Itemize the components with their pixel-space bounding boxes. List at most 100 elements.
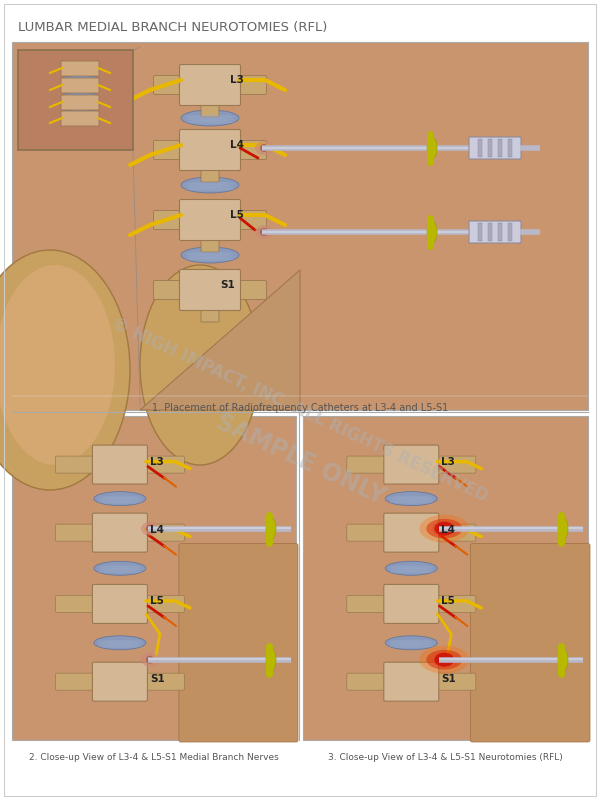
Ellipse shape bbox=[140, 265, 260, 465]
Ellipse shape bbox=[98, 496, 142, 499]
Ellipse shape bbox=[389, 642, 433, 646]
Ellipse shape bbox=[62, 110, 98, 117]
Circle shape bbox=[437, 656, 445, 664]
Circle shape bbox=[437, 525, 445, 533]
Ellipse shape bbox=[185, 182, 235, 186]
FancyBboxPatch shape bbox=[179, 65, 241, 106]
Ellipse shape bbox=[432, 653, 450, 666]
FancyBboxPatch shape bbox=[179, 199, 241, 241]
Text: 2. Close-up View of L3-4 & L5-S1 Medial Branch Nerves: 2. Close-up View of L3-4 & L5-S1 Medial … bbox=[29, 754, 279, 762]
Ellipse shape bbox=[98, 568, 142, 571]
Ellipse shape bbox=[0, 250, 130, 490]
Ellipse shape bbox=[389, 645, 433, 648]
Circle shape bbox=[146, 525, 154, 533]
Text: L3: L3 bbox=[150, 457, 164, 466]
Circle shape bbox=[260, 144, 268, 152]
Bar bbox=[18, 50, 133, 150]
FancyBboxPatch shape bbox=[201, 236, 219, 252]
Ellipse shape bbox=[385, 562, 437, 575]
Ellipse shape bbox=[255, 141, 273, 155]
Text: S1: S1 bbox=[220, 280, 235, 290]
FancyBboxPatch shape bbox=[431, 524, 476, 541]
Ellipse shape bbox=[94, 492, 146, 506]
Bar bbox=[508, 223, 512, 241]
Ellipse shape bbox=[185, 257, 235, 261]
Ellipse shape bbox=[385, 636, 437, 650]
Ellipse shape bbox=[185, 184, 235, 188]
FancyBboxPatch shape bbox=[384, 585, 439, 623]
FancyBboxPatch shape bbox=[384, 445, 439, 484]
Ellipse shape bbox=[181, 177, 239, 193]
Text: © HIGH IMPACT, INC. ALL RIGHTS RESERVED: © HIGH IMPACT, INC. ALL RIGHTS RESERVED bbox=[109, 314, 491, 506]
FancyBboxPatch shape bbox=[61, 95, 99, 110]
Circle shape bbox=[260, 228, 268, 236]
Ellipse shape bbox=[419, 646, 469, 674]
FancyBboxPatch shape bbox=[154, 210, 199, 230]
FancyBboxPatch shape bbox=[139, 673, 184, 690]
FancyBboxPatch shape bbox=[92, 585, 148, 623]
FancyBboxPatch shape bbox=[179, 270, 241, 310]
Ellipse shape bbox=[389, 496, 433, 499]
Text: 1. Placement of Radiofrequency Catheters at L3-4 and L5-S1: 1. Placement of Radiofrequency Catheters… bbox=[152, 403, 448, 413]
FancyBboxPatch shape bbox=[55, 595, 100, 613]
Text: L4: L4 bbox=[442, 525, 455, 534]
FancyBboxPatch shape bbox=[221, 141, 266, 159]
Text: SAMPLE ONLY: SAMPLE ONLY bbox=[212, 410, 388, 510]
Ellipse shape bbox=[426, 519, 463, 538]
Ellipse shape bbox=[141, 522, 159, 536]
FancyBboxPatch shape bbox=[55, 673, 100, 690]
Bar bbox=[303, 416, 588, 740]
Ellipse shape bbox=[185, 118, 235, 122]
Ellipse shape bbox=[385, 492, 437, 506]
Ellipse shape bbox=[389, 500, 433, 504]
FancyBboxPatch shape bbox=[221, 210, 266, 230]
Bar bbox=[498, 223, 502, 241]
FancyBboxPatch shape bbox=[469, 221, 521, 243]
Ellipse shape bbox=[185, 254, 235, 258]
FancyBboxPatch shape bbox=[179, 544, 298, 742]
Ellipse shape bbox=[94, 636, 146, 650]
Ellipse shape bbox=[98, 566, 142, 569]
Ellipse shape bbox=[255, 225, 273, 239]
Ellipse shape bbox=[94, 562, 146, 575]
Ellipse shape bbox=[558, 649, 568, 670]
Text: L5: L5 bbox=[230, 210, 244, 220]
Ellipse shape bbox=[185, 114, 235, 118]
Text: L3: L3 bbox=[230, 75, 244, 85]
Bar bbox=[488, 139, 492, 157]
Ellipse shape bbox=[98, 500, 142, 504]
Bar bbox=[508, 139, 512, 157]
Text: S1: S1 bbox=[150, 674, 164, 684]
Ellipse shape bbox=[62, 93, 98, 99]
Text: L5: L5 bbox=[442, 596, 455, 606]
Polygon shape bbox=[140, 270, 300, 410]
Ellipse shape bbox=[389, 640, 433, 643]
Ellipse shape bbox=[389, 568, 433, 571]
Ellipse shape bbox=[98, 642, 142, 646]
FancyBboxPatch shape bbox=[139, 524, 184, 541]
FancyBboxPatch shape bbox=[201, 306, 219, 322]
Ellipse shape bbox=[98, 640, 142, 643]
FancyBboxPatch shape bbox=[201, 101, 219, 117]
FancyBboxPatch shape bbox=[347, 595, 392, 613]
Bar bbox=[498, 139, 502, 157]
Ellipse shape bbox=[141, 653, 159, 666]
Ellipse shape bbox=[185, 252, 235, 256]
FancyBboxPatch shape bbox=[55, 524, 100, 541]
Text: LUMBAR MEDIAL BRANCH NEUROTOMIES (RFL): LUMBAR MEDIAL BRANCH NEUROTOMIES (RFL) bbox=[18, 21, 328, 34]
Ellipse shape bbox=[98, 498, 142, 502]
Bar bbox=[478, 223, 482, 241]
Ellipse shape bbox=[98, 570, 142, 574]
Ellipse shape bbox=[181, 247, 239, 263]
Ellipse shape bbox=[389, 498, 433, 502]
FancyBboxPatch shape bbox=[431, 673, 476, 690]
Ellipse shape bbox=[181, 110, 239, 126]
Bar bbox=[478, 139, 482, 157]
Text: L4: L4 bbox=[230, 140, 244, 150]
FancyBboxPatch shape bbox=[347, 524, 392, 541]
FancyBboxPatch shape bbox=[384, 662, 439, 701]
Ellipse shape bbox=[0, 265, 115, 465]
FancyBboxPatch shape bbox=[431, 595, 476, 613]
Ellipse shape bbox=[434, 653, 454, 666]
Ellipse shape bbox=[62, 75, 98, 82]
